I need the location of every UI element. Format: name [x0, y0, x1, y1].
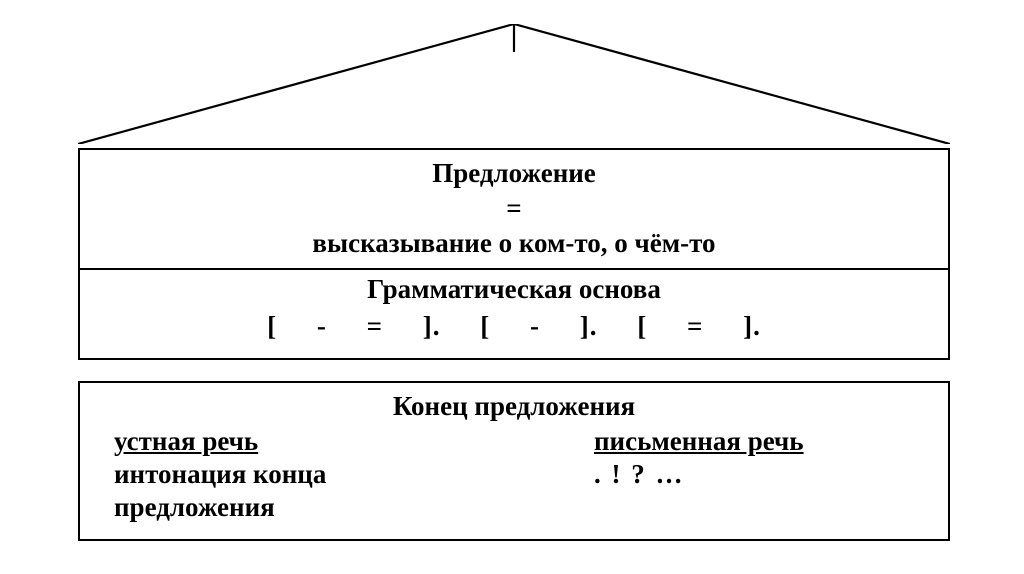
- row-end: Конец предложения устная речь интонация …: [78, 381, 950, 541]
- diagram-canvas: Предложение = высказывание о ком-то, о ч…: [0, 0, 1024, 574]
- definition-subtitle: высказывание о ком-то, о чём-то: [80, 228, 948, 259]
- oral-line3: предложения: [114, 492, 554, 523]
- end-title: Конец предложения: [80, 391, 948, 422]
- row-definition: Предложение = высказывание о ком-то, о ч…: [78, 148, 950, 270]
- end-col-oral: устная речь интонация конца предложения: [114, 426, 554, 523]
- end-columns: устная речь интонация конца предложения …: [80, 422, 948, 523]
- definition-title: Предложение: [80, 158, 948, 189]
- grammar-title: Грамматическая основа: [80, 274, 948, 305]
- grammar-schemes: [ - = ]. [ - ]. [ = ].: [80, 311, 948, 342]
- definition-equals: =: [80, 193, 948, 224]
- end-col-written: письменная речь . ! ? …: [594, 426, 914, 523]
- oral-heading: устная речь: [114, 426, 554, 457]
- written-heading: письменная речь: [594, 426, 914, 457]
- oral-line2: интонация конца: [114, 459, 554, 490]
- roof-shape: [78, 24, 950, 144]
- written-punctuation: . ! ? …: [594, 459, 914, 490]
- row-grammar: Грамматическая основа [ - = ]. [ - ]. [ …: [78, 268, 950, 360]
